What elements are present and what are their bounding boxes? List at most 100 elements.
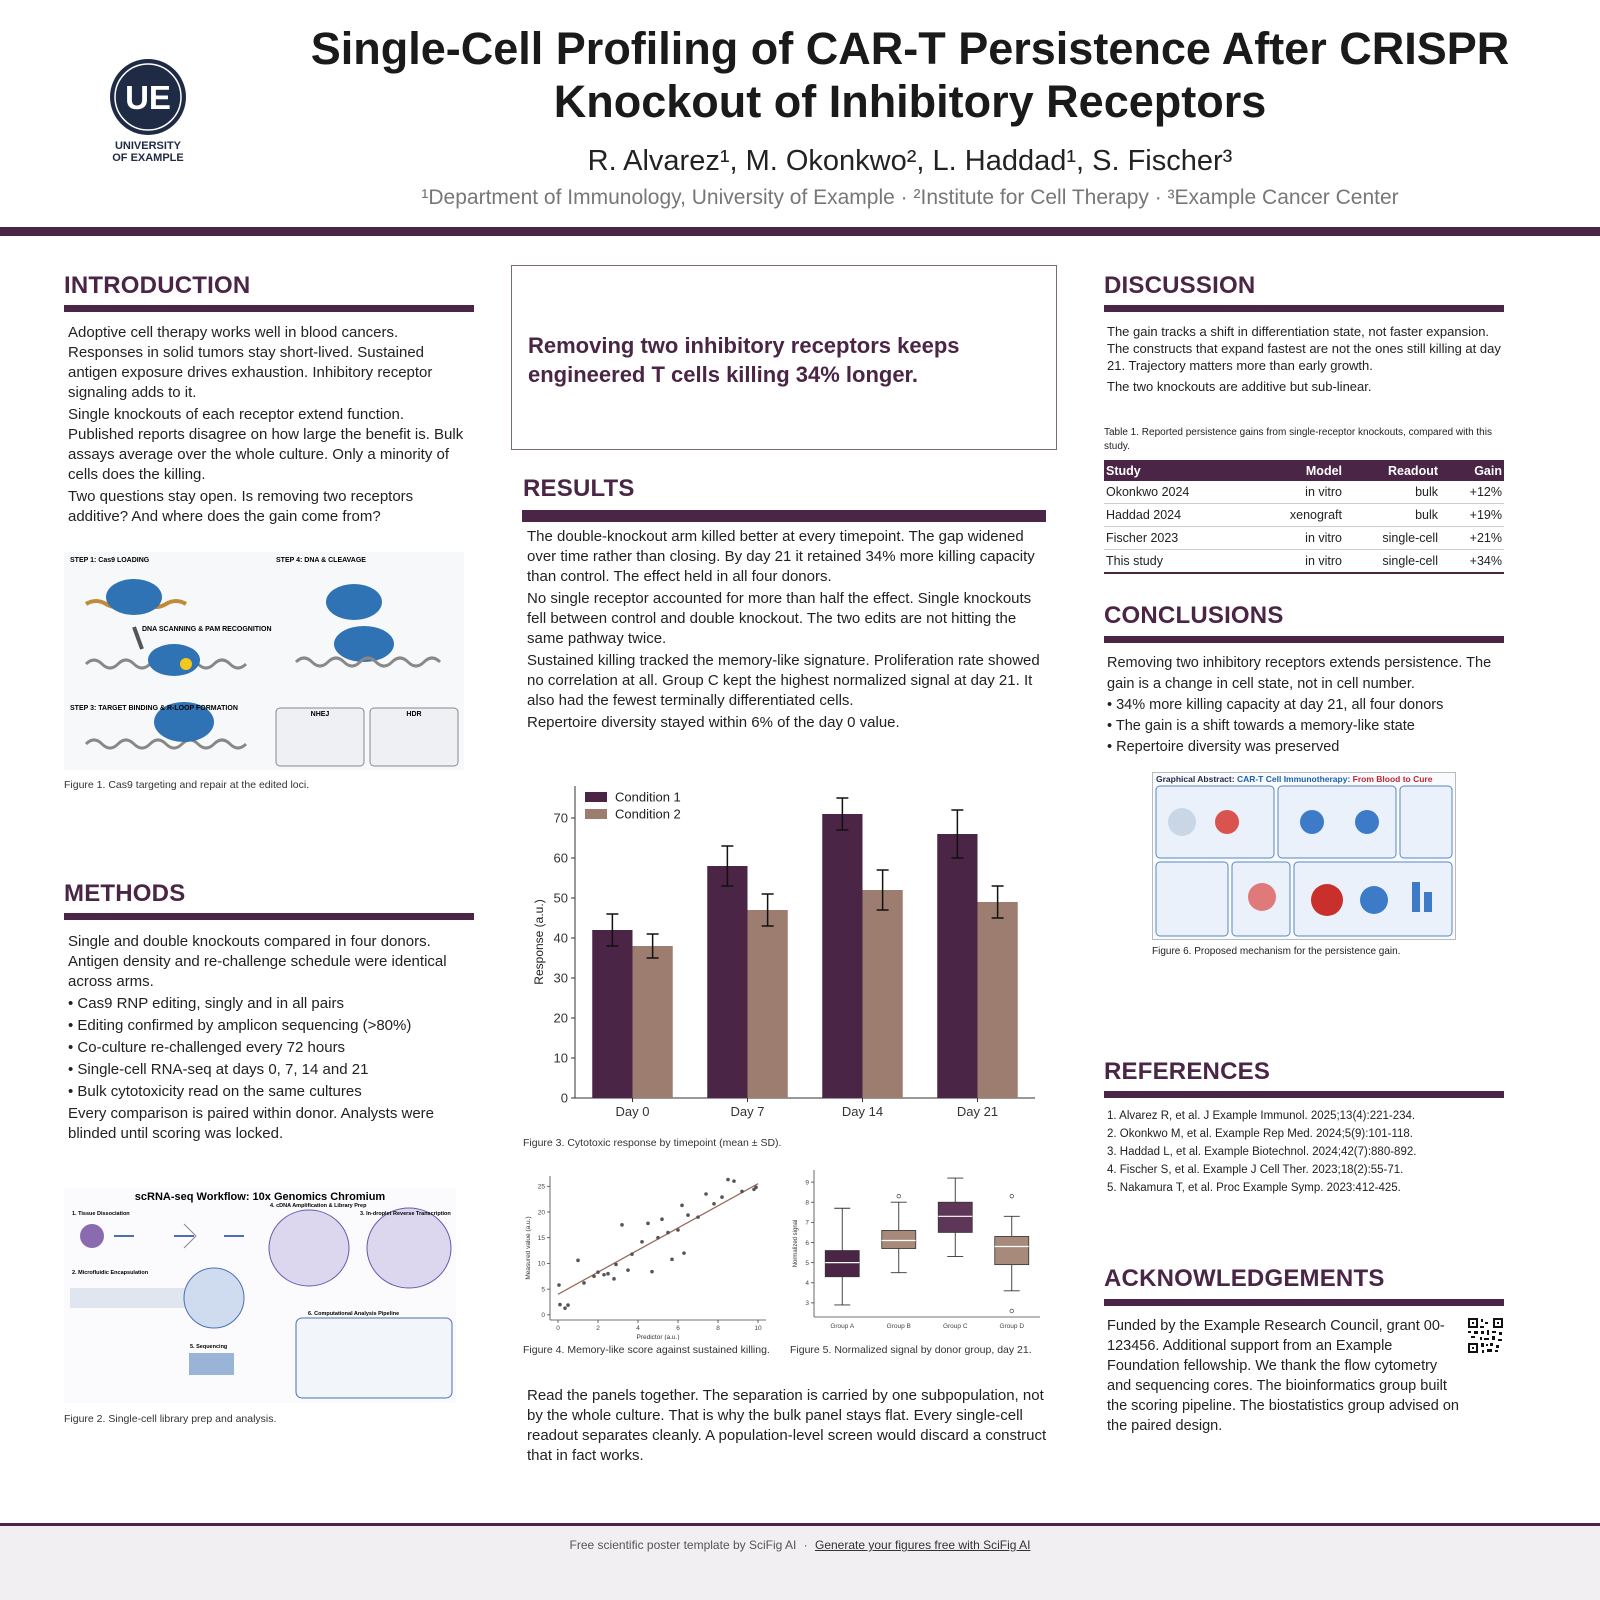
qr-modules [1468, 1319, 1502, 1353]
figure-1: STEP 1: Cas9 LOADING STEP 4: DNA & CLEAV… [64, 552, 464, 770]
point [686, 1213, 690, 1217]
error-bar [951, 809, 964, 859]
y-tick-label: 40 [554, 931, 568, 946]
x-tick-label: 0 [556, 1325, 560, 1332]
data-table: Study Model Readout Gain Okonkwo 2024 in vitr… [1104, 460, 1504, 574]
qr-code [1468, 1318, 1503, 1353]
column-header: Gain [1440, 460, 1504, 481]
bar [707, 866, 748, 1098]
point [626, 1268, 630, 1272]
panel [1399, 785, 1453, 859]
paragraph: • Co-culture re-challenged every 72 hour… [68, 1039, 346, 1056]
heading-rule [1104, 1091, 1504, 1098]
footer-text: Free scientific poster template by SciFi… [569, 1538, 797, 1552]
figure-label: 6. Computational Analysis Pipeline [308, 1311, 399, 1317]
logo-ring [114, 63, 182, 131]
point [620, 1223, 624, 1227]
footer-link[interactable]: Generate your figures free with SciFig A… [815, 1538, 1031, 1552]
panel [1277, 785, 1397, 859]
chart-icon [1424, 892, 1432, 912]
table-row: This study in vitro single-cell +34% [1104, 549, 1504, 574]
figure-caption: Figure 1. Cas9 targeting and repair at t… [64, 779, 310, 791]
title-part: Graphical Abstract: [1156, 774, 1237, 784]
section-heading: REFERENCES [1104, 1058, 1271, 1085]
table-row: Fischer 2023 in vitro single-cell +21% [1104, 526, 1504, 550]
logo: UE [110, 59, 186, 135]
outlier [1009, 1194, 1014, 1199]
point [704, 1192, 708, 1196]
y-tick-label: 0 [541, 1312, 545, 1319]
legend-swatch [585, 809, 607, 819]
methods-text: Single and double knockouts compared in … [68, 932, 463, 1146]
scatter-chart: 0 5 10 15 20 25 0 2 4 6 8 10 Predictor (a.u.) Measure… [525, 1176, 766, 1340]
reference: 2. Okonkwo M, et al. Example Rep Med. 20… [1107, 1128, 1413, 1140]
point [640, 1240, 644, 1244]
point [720, 1195, 724, 1199]
tumor [1311, 884, 1343, 916]
header-rule [0, 227, 1600, 236]
bar [937, 834, 978, 1098]
cas9 [326, 584, 382, 620]
reference: 3. Haddad L, et al. Example Biotechnol. … [1107, 1146, 1417, 1158]
table-cell: +12% [1440, 481, 1504, 504]
error-bar [721, 845, 734, 887]
bead [183, 1267, 245, 1329]
pam [180, 658, 192, 670]
point [670, 1257, 674, 1262]
point [696, 1215, 700, 1219]
section-heading: RESULTS [523, 475, 635, 502]
y-tick-label: 5 [541, 1286, 545, 1293]
bar-chart: 0 10 20 30 40 50 60 70 Day 0 Day 7 Day 14 Day 21 Con… [532, 786, 1035, 1119]
repair-box [275, 707, 365, 767]
header-row: Study Model Readout Gain [1104, 460, 1504, 481]
figure-title: scRNA-seq Workflow: 10x Genomics Chromiu… [135, 1191, 386, 1203]
point [630, 1252, 634, 1256]
paragraph: • Single-cell RNA-seq at days 0, 7, 14 a… [68, 1061, 369, 1078]
cas9 [106, 579, 162, 615]
paragraph: Single knockouts of each receptor extend… [68, 406, 464, 483]
cas9 [334, 626, 394, 662]
table-cell: in vitro [1264, 549, 1344, 574]
body [1248, 883, 1276, 911]
box [937, 1201, 973, 1233]
heading-rule [1104, 636, 1504, 643]
authors: R. Alvarez¹, M. Okonkwo², L. Haddad¹, S.… [587, 145, 1233, 177]
box [824, 1250, 860, 1278]
paragraph: • Repertoire diversity was preserved [1107, 739, 1340, 755]
y-tick-label: 8 [805, 1200, 809, 1207]
bar [977, 902, 1018, 1098]
acknowledgements-text: Funded by the Example Research Council, … [1107, 1318, 1459, 1434]
point [606, 1271, 610, 1276]
section-heading: ACKNOWLEDGEMENTS [1104, 1265, 1385, 1292]
table-cell: bulk [1344, 481, 1440, 504]
paragraph: • Bulk cytotoxicity read on the same cul… [68, 1083, 362, 1100]
bar [822, 814, 863, 1098]
bar [632, 946, 673, 1098]
paragraph: Sustained killing tracked the memory-lik… [527, 652, 1040, 709]
cas9 [154, 702, 214, 742]
table-cell: xenograft [1264, 503, 1344, 527]
point [660, 1217, 664, 1221]
x-tick-label: Day 7 [731, 1104, 765, 1119]
figure-caption: Figure 3. Cytotoxic response by timepoin… [523, 1137, 782, 1149]
table-cell: This study [1104, 549, 1264, 574]
paragraph: Adoptive cell therapy works well in bloo… [68, 324, 433, 401]
point [676, 1228, 680, 1232]
sequencer [189, 1353, 234, 1375]
paragraph: The two knockouts are additive but sub-l… [1107, 379, 1372, 394]
reference: 1. Alvarez R, et al. J Example Immunol. … [1107, 1110, 1416, 1122]
figure-label: DNA SCANNING & PAM RECOGNITION [142, 626, 272, 633]
point [726, 1177, 730, 1182]
legend-label: Condition 1 [615, 790, 681, 805]
figure-label: HDR [406, 711, 421, 718]
figure-label: STEP 3: TARGET BINDING & R-LOOP FORMATIO… [70, 705, 238, 712]
y-tick-label: 50 [554, 891, 568, 906]
results-closing: Read the panels together. The separation… [527, 1387, 1047, 1464]
y-tick-label: 4 [805, 1280, 809, 1287]
point [732, 1179, 736, 1183]
droplet [268, 1209, 350, 1287]
table-cell: +21% [1440, 526, 1504, 550]
paragraph: • The gain is a shift towards a memory-l… [1107, 718, 1415, 734]
discussion-text: The gain tracks a shift in differentiati… [1107, 323, 1502, 399]
heading-rule [1104, 1299, 1504, 1306]
